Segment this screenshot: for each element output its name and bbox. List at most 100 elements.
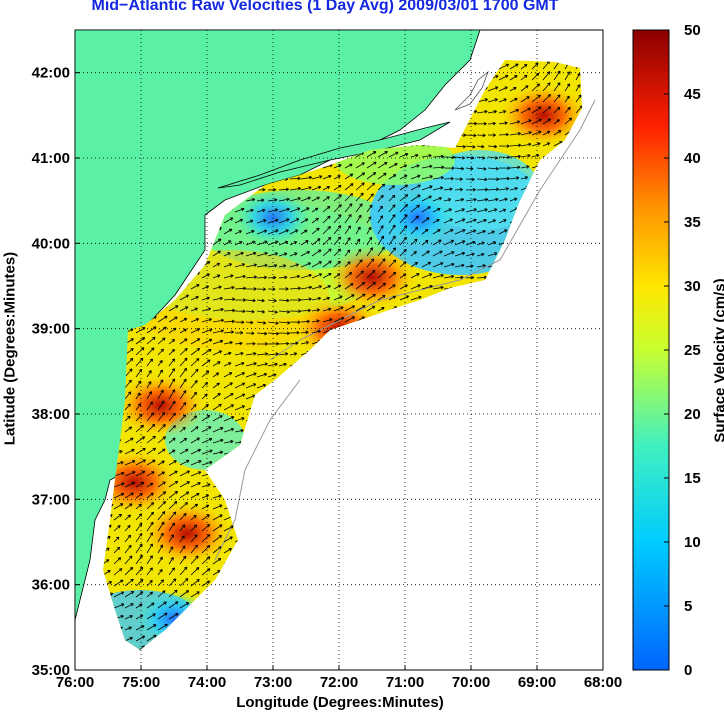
vector-arrow <box>201 426 212 433</box>
vector-arrow <box>223 340 233 345</box>
vector-arrow <box>388 247 397 257</box>
x-tick-label: 76:00 <box>56 674 94 691</box>
shelf-contour <box>269 99 596 361</box>
vector-arrow <box>300 240 309 246</box>
vector-arrow <box>124 524 131 532</box>
vector-arrow <box>124 460 136 466</box>
vector-arrow <box>476 264 486 268</box>
vector-arrow <box>454 218 466 224</box>
vector-arrow <box>432 239 442 246</box>
vector-arrow <box>498 63 510 70</box>
vector-arrow <box>366 270 376 279</box>
vector-arrow <box>366 161 377 169</box>
vector-arrow <box>223 548 232 554</box>
vector-arrow <box>498 229 508 235</box>
vector-arrow <box>388 284 396 290</box>
vector-arrow <box>443 176 454 181</box>
vector-arrow <box>201 544 211 554</box>
vector-arrow <box>443 218 453 224</box>
vector-arrow <box>168 389 176 400</box>
vector-arrow <box>168 480 179 488</box>
vector-arrow <box>531 62 539 70</box>
vector-arrow <box>179 306 189 312</box>
vector-arrow <box>575 94 582 103</box>
vector-arrow <box>201 449 213 455</box>
vector-arrow <box>520 96 530 103</box>
vector-arrow <box>235 298 246 302</box>
vector-arrow <box>476 133 486 138</box>
vector-arrow <box>190 391 197 400</box>
vector-arrow <box>168 546 174 554</box>
vector-arrow <box>421 228 429 235</box>
vector-arrow <box>333 306 344 312</box>
vector-arrow <box>179 294 190 301</box>
hotspot-2 <box>142 501 233 566</box>
vector-arrow <box>113 546 121 554</box>
vector-arrow <box>124 403 131 411</box>
vector-arrow <box>190 296 199 301</box>
vector-arrow <box>124 534 132 543</box>
vector-arrow <box>366 293 376 301</box>
vector-arrow <box>509 131 521 136</box>
vector-arrow <box>421 217 430 224</box>
vector-arrow <box>487 110 497 114</box>
vector-arrow <box>344 294 355 301</box>
vector-arrow <box>212 262 221 268</box>
vector-arrow <box>344 193 354 202</box>
y-tick-label: 37:00 <box>32 491 70 508</box>
vector-arrow <box>157 471 165 477</box>
vector-arrow <box>355 162 365 169</box>
vector-arrow <box>267 198 278 202</box>
vector-arrow <box>201 483 211 488</box>
vector-arrow <box>201 338 213 345</box>
vector-arrow <box>487 197 499 202</box>
vector-arrow <box>212 238 222 246</box>
vector-arrow <box>311 296 322 301</box>
vector-arrow <box>146 567 153 576</box>
vector-arrow <box>487 187 500 192</box>
vector-arrow <box>245 275 258 279</box>
vector-arrow <box>168 348 175 356</box>
vector-arrow <box>542 94 551 103</box>
vector-arrow <box>135 614 144 620</box>
vector-arrow <box>377 162 388 169</box>
vector-arrow <box>223 308 236 313</box>
vector-arrow <box>366 193 374 202</box>
vector-arrow <box>157 511 166 521</box>
y-tick-label: 42:00 <box>32 65 70 82</box>
vector-arrow <box>201 461 213 466</box>
vector-arrow <box>190 368 199 378</box>
colorbar-label: Surface Velocity (cm/s) <box>711 278 724 443</box>
vector-arrow <box>256 240 268 246</box>
vector-arrow <box>113 591 125 598</box>
vector-arrow <box>377 258 386 268</box>
vector-arrow <box>388 194 396 202</box>
vector-arrow <box>113 603 125 609</box>
vector-arrow <box>454 198 465 202</box>
vector-arrow <box>190 318 200 323</box>
vector-arrow <box>421 273 433 279</box>
vector-arrow <box>333 260 341 268</box>
vector-arrow <box>410 273 420 279</box>
vector-arrow <box>289 229 299 235</box>
vector-arrow <box>234 207 245 213</box>
vector-arrow <box>212 546 222 554</box>
vector-arrow <box>124 481 135 488</box>
vector-arrow <box>157 612 168 620</box>
vector-arrow <box>399 184 409 191</box>
vector-arrow <box>146 521 154 532</box>
colorbar-tick-label: 5 <box>684 598 692 615</box>
vector-arrow <box>168 534 174 543</box>
vector-arrow <box>542 130 551 136</box>
vector-arrow <box>157 623 168 631</box>
vector-arrow <box>487 208 498 213</box>
vector-arrow <box>564 95 570 103</box>
vector-arrow <box>212 392 221 400</box>
vector-arrow <box>212 339 224 345</box>
vector-arrow <box>168 358 176 367</box>
vector-arrow <box>333 317 345 323</box>
vector-arrow <box>234 429 244 433</box>
vector-arrow <box>377 183 386 191</box>
vector-arrow <box>168 400 176 411</box>
y-tick-label: 35:00 <box>32 662 70 679</box>
